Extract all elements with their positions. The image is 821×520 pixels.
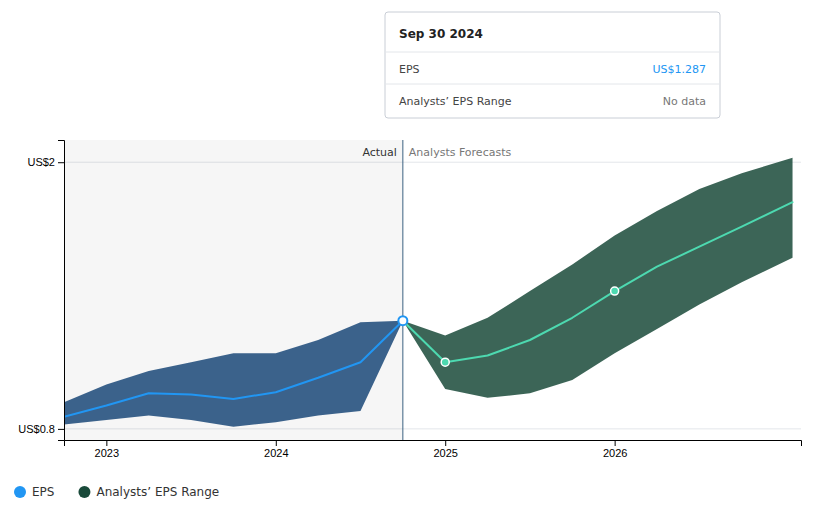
series-line (403, 202, 793, 362)
axis-line (58, 141, 65, 441)
tick-mark (58, 162, 64, 163)
tick: 2025 (433, 440, 457, 459)
axis-line (65, 441, 802, 447)
tick: 2024 (264, 440, 288, 459)
legend-swatch (78, 486, 90, 498)
tick-mark (106, 440, 107, 446)
tooltip-separator (385, 52, 720, 53)
point (611, 287, 619, 295)
tooltip-box (385, 12, 720, 118)
point (441, 358, 449, 366)
plot-area (64, 140, 793, 440)
tooltip-label: EPS (399, 63, 420, 76)
range-band (64, 321, 403, 427)
tooltip-value: No data (663, 95, 706, 108)
tick: 2026 (603, 440, 627, 459)
tooltip-separator (385, 84, 720, 85)
divider (402, 140, 403, 440)
tick-label: 2024 (264, 447, 288, 459)
series-line (64, 321, 403, 417)
tick-mark (445, 440, 446, 446)
legend-label: Analysts’ EPS Range (96, 485, 219, 499)
annotations: Actual Analysts Forecasts (362, 146, 511, 159)
tooltip-value: US$1.287 (652, 63, 706, 76)
tick-mark (276, 440, 277, 446)
legend: EPS Analysts’ EPS Range (14, 485, 219, 499)
tooltip-title: Sep 30 2024 (399, 27, 483, 41)
tick-label: 2026 (603, 447, 627, 459)
legend-item: EPS (14, 485, 54, 499)
y-axis: US$0.8 US$2 (18, 141, 64, 441)
legend-swatch (14, 486, 26, 498)
tick: US$0.8 (18, 423, 64, 435)
tick-label: US$2 (27, 156, 55, 168)
point (398, 316, 407, 325)
tick: 2023 (95, 440, 119, 459)
x-axis: 2023 2024 2025 2026 (65, 440, 802, 459)
tooltip-label: Analysts’ EPS Range (399, 95, 512, 108)
range-band (403, 158, 793, 398)
tick-label: US$0.8 (18, 423, 55, 435)
actual-region (64, 140, 403, 440)
legend-item: Analysts’ EPS Range (78, 485, 219, 499)
tick: US$2 (27, 156, 64, 168)
tick-label: 2025 (433, 447, 457, 459)
chart: 2023 2024 2025 2026 US$0.8 US$2 Actual Analysts… (0, 0, 821, 520)
legend-label: EPS (32, 485, 54, 499)
tick-mark (58, 429, 64, 430)
tick-label: 2023 (95, 447, 119, 459)
region-label: Analysts Forecasts (409, 146, 512, 159)
tooltip: Sep 30 2024 EPS US$1.287 Analysts’ EPS Rang… (385, 12, 720, 118)
region-label: Actual (362, 146, 396, 159)
tick-mark (615, 440, 616, 446)
